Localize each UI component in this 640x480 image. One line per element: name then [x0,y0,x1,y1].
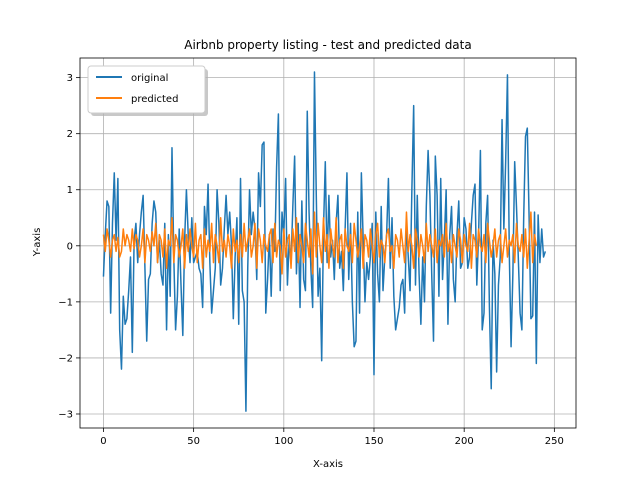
chart-title: Airbnb property listing - test and predi… [184,38,471,52]
legend: original predicted [87,65,208,116]
y-tick-label: −3 [58,409,73,420]
y-tick-label: 3 [67,73,73,84]
x-tick-label: 0 [100,436,106,447]
x-tick-label: 150 [364,436,383,447]
x-tick-label: 100 [274,436,293,447]
legend-label-original: original [131,73,168,84]
x-tick-label: 250 [545,436,564,447]
x-tick-label: 200 [455,436,474,447]
y-tick-label: −1 [58,297,73,308]
y-tick-label: 0 [67,241,73,252]
series-line-original [102,71,547,412]
y-tick-label: −2 [58,353,73,364]
series-line-predicted [102,211,538,275]
legend-label-predicted: predicted [131,94,178,105]
x-axis-ticks: 0 50 100 150 200 250 [100,428,564,447]
x-axis-label: X-axis [313,459,343,470]
y-axis-label: Y-axis [32,228,43,258]
x-tick-label: 50 [187,436,200,447]
y-tick-label: 1 [67,185,73,196]
y-tick-label: 2 [67,129,73,140]
plot-frame [79,57,577,429]
series-group [102,71,547,412]
y-axis-ticks: −3 −2 −1 0 1 2 3 [58,73,80,420]
